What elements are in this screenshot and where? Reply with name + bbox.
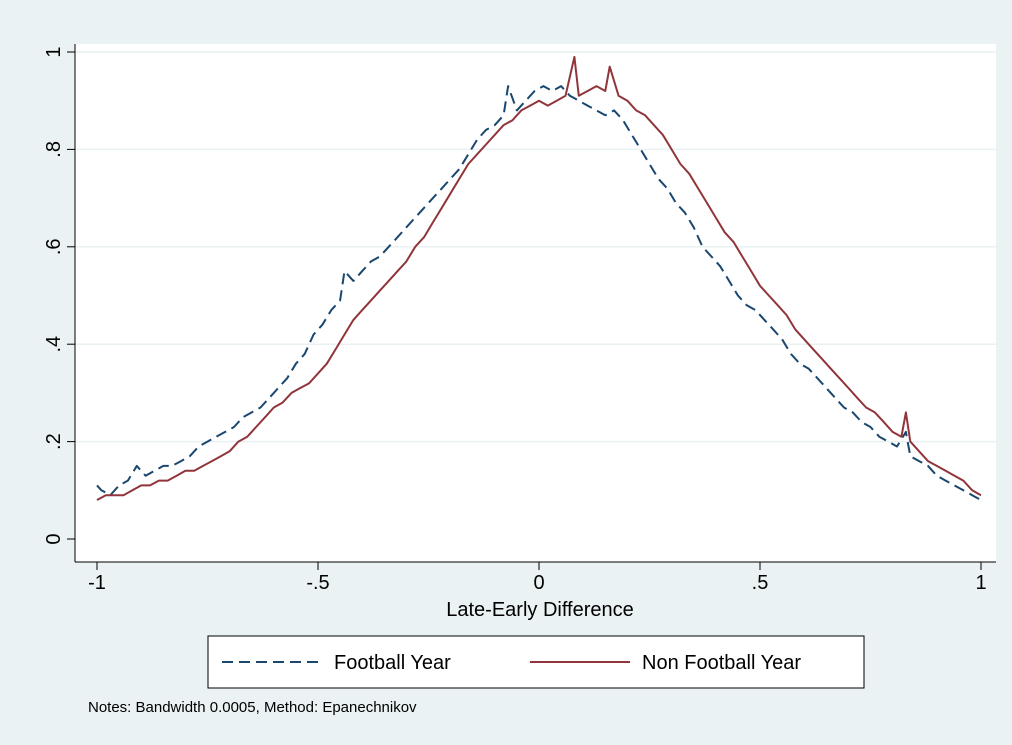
x-tick-label: 0 <box>533 572 544 594</box>
legend-label-non-football-year: Non Football Year <box>642 652 801 674</box>
series-line-football-year <box>96 85 982 501</box>
plot-area <box>75 44 996 562</box>
legend-label-football-year: Football Year <box>334 652 451 674</box>
chart-note: Notes: Bandwidth 0.0005, Method: Epanech… <box>88 699 417 716</box>
x-tick-label: -1 <box>88 572 106 594</box>
y-tick-label: .8 <box>43 141 65 158</box>
y-tick-label: 0 <box>43 533 65 544</box>
axis-ticks: 0 .2 .4 .6 .8 1 -1 -.5 0 .5 1 <box>43 46 987 594</box>
grid-lines <box>75 51 996 443</box>
y-tick-label: 1 <box>43 46 65 57</box>
data-series <box>96 55 982 501</box>
x-tick-label: 1 <box>975 572 986 594</box>
axes <box>74 44 996 563</box>
y-tick-label: .4 <box>43 336 65 353</box>
legend: Football Year Non Football Year <box>207 635 865 689</box>
x-tick-label: -.5 <box>306 572 329 594</box>
series-line-non-football-year <box>96 55 982 501</box>
x-axis-label: Late-Early Difference <box>446 599 634 621</box>
x-tick-label: .5 <box>752 572 769 594</box>
y-tick-label: .2 <box>43 433 65 450</box>
y-tick-label: .6 <box>43 238 65 255</box>
